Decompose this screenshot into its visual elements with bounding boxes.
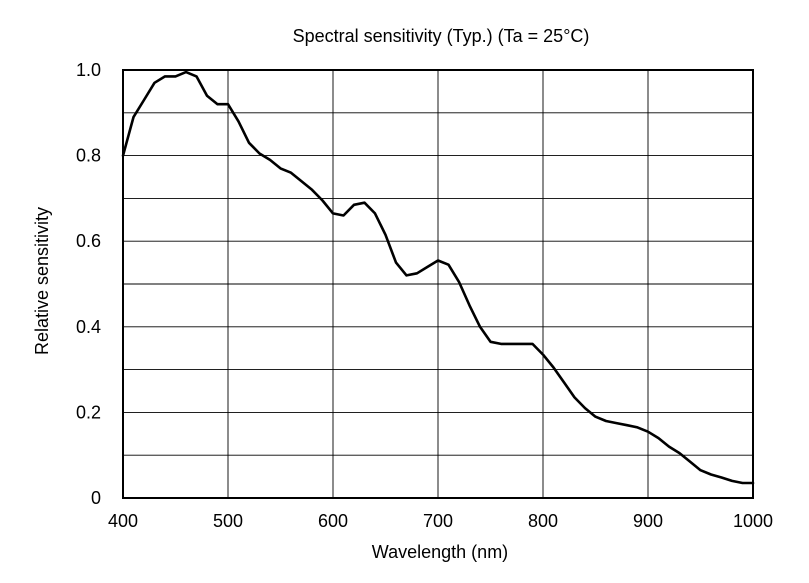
x-tick-label: 900 [633,511,663,531]
curve-layer [121,70,755,485]
grid-lines [123,70,753,498]
y-axis-label: Relative sensitivity [32,207,52,355]
x-tick-label: 800 [528,511,558,531]
x-tick-label: 500 [213,511,243,531]
x-tick-label: 1000 [733,511,773,531]
y-tick-label: 0.6 [76,231,101,251]
chart-title: Spectral sensitivity (Typ.) (Ta = 25°C) [293,26,590,46]
y-tick-label: 0 [91,488,101,508]
x-tick-labels: 400 500 600 700 800 900 1000 [108,511,773,531]
y-tick-label: 0.2 [76,402,101,422]
plot-frame [122,69,754,499]
y-tick-label: 1.0 [76,60,101,80]
x-axis-label: Wavelength (nm) [372,542,508,562]
y-tick-label: 0.8 [76,146,101,166]
y-tick-labels: 0 0.2 0.4 0.6 0.8 1.0 [76,60,101,508]
x-tick-label: 400 [108,511,138,531]
sensitivity-curve [121,70,755,485]
x-tick-label: 700 [423,511,453,531]
x-tick-label: 600 [318,511,348,531]
y-tick-label: 0.4 [76,317,101,337]
